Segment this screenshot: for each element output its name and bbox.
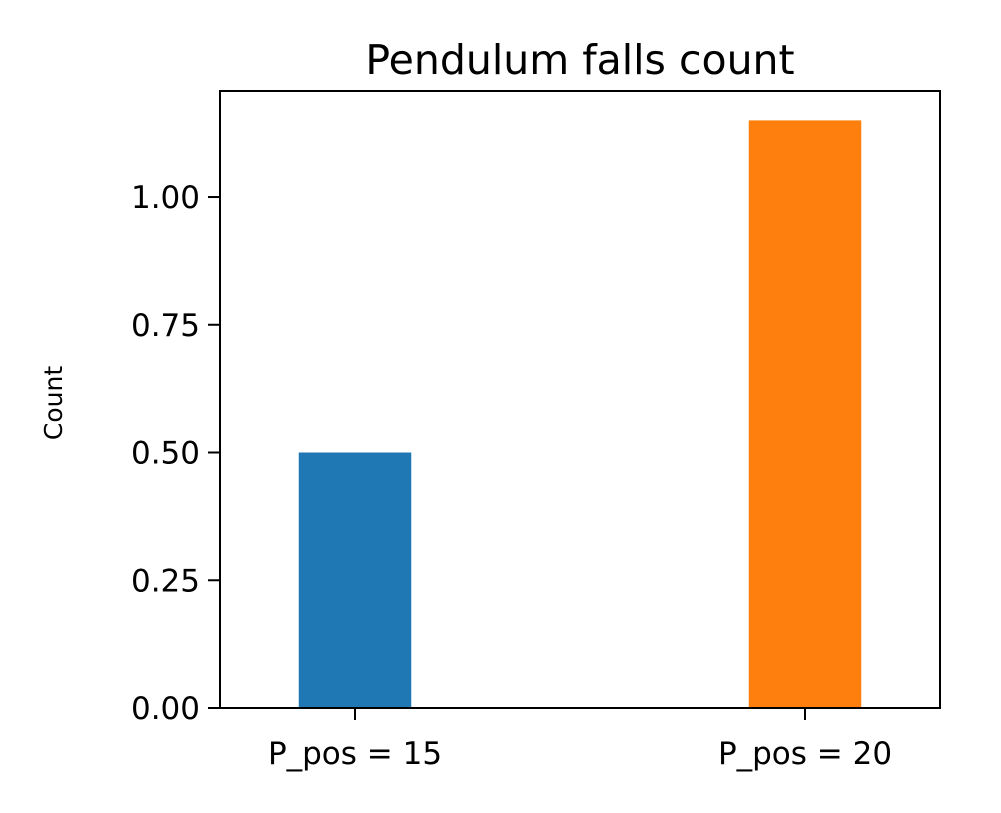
y-tick-label: 0.25 — [131, 563, 200, 599]
chart-title: Pendulum falls count — [365, 36, 794, 84]
y-tick-label: 1.00 — [131, 180, 200, 216]
y-tick-label: 0.50 — [131, 436, 200, 472]
bars-group — [298, 120, 862, 708]
bar-1 — [298, 452, 412, 708]
y-axis-ticks: 0.00 0.25 0.50 0.75 1.00 — [131, 180, 220, 727]
x-tick-label: P_pos = 20 — [718, 736, 892, 772]
y-axis-label: Count — [39, 366, 68, 440]
x-axis-ticks: P_pos = 15 P_pos = 20 — [268, 708, 892, 772]
plot-frame — [219, 90, 941, 709]
bar-2 — [748, 120, 862, 708]
y-tick-label: 0.00 — [131, 691, 200, 727]
x-tick-label: P_pos = 15 — [268, 736, 442, 772]
y-tick-label: 0.75 — [131, 308, 200, 344]
